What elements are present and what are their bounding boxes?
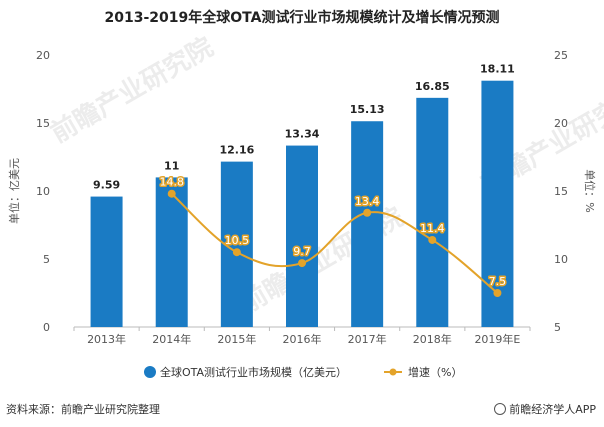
- legend-swatch-dot: [389, 368, 397, 376]
- chart-legend: 全球OTA测试行业市场规模（亿美元） 增速（%）: [144, 365, 462, 379]
- chart-title: 2013-2019年全球OTA测试行业市场规模统计及增长情况预测: [104, 10, 500, 26]
- bar: [286, 145, 318, 327]
- bar-value-label: 18.11: [480, 63, 515, 76]
- line-point: [363, 208, 372, 217]
- bar-value-label: 13.34: [285, 128, 320, 141]
- bar-value-label: 11: [164, 159, 179, 172]
- footer: 资料来源：前瞻产业研究院整理 前瞻经济学人APP: [0, 399, 604, 427]
- brand-text: 前瞻经济学人APP: [509, 403, 596, 416]
- bar-value-label: 9.59: [93, 179, 120, 192]
- line-point: [298, 259, 306, 268]
- x-tick-label: 2013年: [87, 332, 126, 346]
- y-right-tick-label: 15: [554, 185, 568, 198]
- bar: [155, 177, 188, 327]
- line-value-label: 13.4: [355, 195, 380, 208]
- line-point: [232, 248, 241, 257]
- line-value-label: 9.7: [293, 245, 311, 258]
- bar: [416, 97, 449, 327]
- legend-label-bar: 全球OTA测试行业市场规模（亿美元）: [160, 365, 347, 379]
- line-point: [428, 235, 437, 244]
- y-right-axis-title: 单位：%: [583, 169, 597, 212]
- growth-line: [171, 192, 499, 294]
- x-tick-label: 2018年: [413, 332, 452, 346]
- bar-value-label: 15.13: [350, 103, 385, 116]
- x-tick-label: 2017年: [348, 332, 387, 346]
- brand-credit: 前瞻经济学人APP: [494, 401, 596, 417]
- line-value-label: 11.4: [420, 222, 445, 235]
- y-right-tick-label: 5: [554, 321, 561, 334]
- brand-logo-icon: [494, 403, 507, 415]
- bar: [90, 196, 123, 327]
- line-value-label: 7.5: [489, 275, 507, 288]
- x-tick-label: 2016年: [283, 332, 322, 346]
- y-right-tick-label: 10: [554, 253, 568, 266]
- y-left-tick-label: 10: [36, 185, 50, 198]
- legend-swatch-bar: [144, 366, 156, 378]
- y-left-axis-title: 单位：亿美元: [7, 158, 21, 224]
- y-left-tick-label: 5: [43, 253, 50, 266]
- bar-value-label: 12.16: [219, 144, 254, 157]
- bar: [351, 121, 384, 328]
- line-series: 14.8 10.5 9.7 13.4 11.4 7.5: [158, 174, 508, 297]
- y-left-tick-label: 0: [43, 321, 50, 334]
- bar-series: 9.59 11 12.16 13.34 15.13 16.85 18.11: [90, 63, 515, 328]
- x-tick-label: 2019年E: [474, 332, 520, 346]
- y-left-tick-label: 20: [36, 49, 50, 62]
- line-value-label: 14.8: [159, 176, 184, 189]
- x-tick-label: 2015年: [217, 332, 256, 346]
- x-tick-label: 2014年: [152, 332, 191, 346]
- bar: [481, 80, 514, 327]
- legend-label-line: 增速（%）: [408, 365, 462, 379]
- line-value-label: 10.5: [225, 234, 250, 247]
- line-point: [493, 289, 502, 297]
- y-left-tick-label: 15: [36, 117, 50, 130]
- line-point: [167, 189, 176, 198]
- chart-plot: 2013年 2014年 2015年 2016年 2017年 2018年 2019年E 0 5 10…: [7, 49, 597, 379]
- source-note: 资料来源：前瞻产业研究院整理: [6, 403, 160, 416]
- y-right-tick-label: 25: [554, 49, 568, 62]
- bar-value-label: 16.85: [415, 80, 450, 93]
- chart-axes: 2013年 2014年 2015年 2016年 2017年 2018年 2019年E 0 5 10…: [7, 49, 597, 346]
- y-right-tick-label: 20: [554, 117, 568, 130]
